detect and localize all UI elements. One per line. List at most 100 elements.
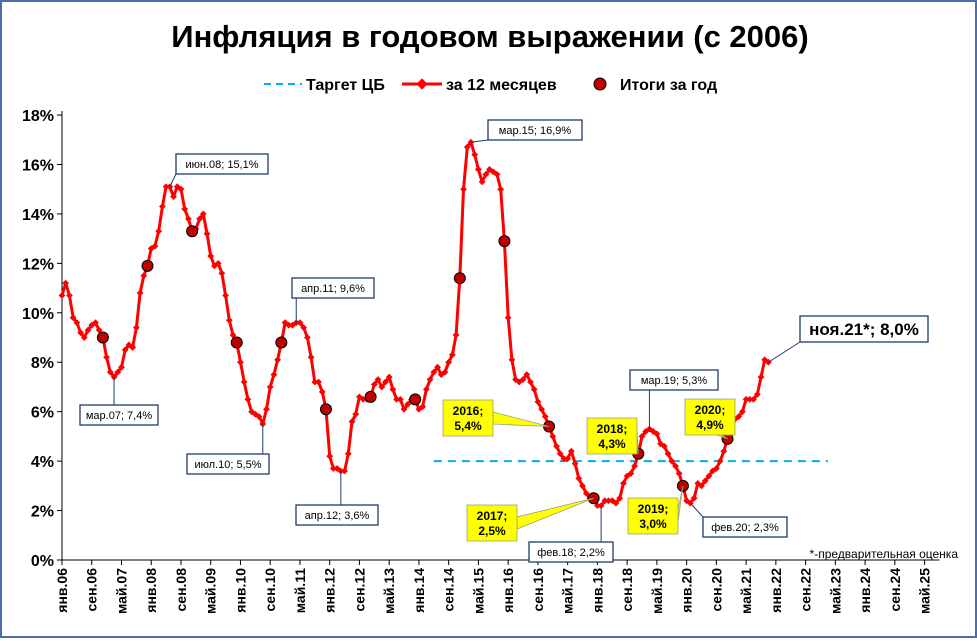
annual-point [141,259,154,272]
callout-leader [689,502,704,518]
x-tick-label: сен.06 [84,568,100,612]
series-point [274,356,282,364]
series-point [166,183,174,191]
x-tick-label: май.17 [560,568,576,614]
legend-target-label: Таргет ЦБ [306,77,385,94]
series-point [567,447,575,455]
callout-box [702,516,788,538]
year-label-value: 4,9% [696,418,724,432]
series-point [668,457,676,465]
x-tick-label: май.19 [649,568,665,614]
year-label-year: 2017; [477,509,508,523]
series-point [638,433,646,440]
series-point [222,292,229,299]
x-tick-label: янв.14 [411,568,427,613]
year-label-value: 4,3% [598,437,626,451]
series-point [612,499,620,507]
callout-label: июл.10; 5,5% [194,459,261,471]
y-tick-label: 2% [31,504,54,521]
series-point [337,467,345,475]
series-point [344,450,352,458]
callout-box [175,153,269,175]
series-point [255,413,263,420]
series-point [229,331,237,339]
series-point [225,316,233,324]
annual-point [230,336,243,349]
x-tick-label: сен.08 [173,568,189,612]
x-tick-label: сен.10 [262,568,278,612]
y-tick-label: 4% [31,454,54,471]
series-point [170,193,177,201]
series-point [753,390,761,398]
x-tick-label: янв.08 [143,568,159,613]
legend-series-swatch-marker [416,78,428,90]
x-tick-label: янв.16 [500,568,516,613]
plot-area: 0% 2% 4% 6% 8% 10% 12% 14% 16% 18% янв.06 сен.06 май… [22,108,940,614]
callout-leader [169,173,177,187]
x-tick-label: май.09 [203,568,219,614]
series-point [266,383,274,391]
callout-label: мар.15; 16,9% [499,125,572,137]
series-point [400,405,408,413]
y-tick-label: 10% [22,306,54,323]
year-label-value: 5,4% [454,419,482,433]
series-point [553,442,560,450]
series-point [263,405,270,413]
x-tick-label: сен.24 [887,568,903,612]
annual-point [364,390,377,403]
legend-series-label: за 12 месяцев [446,77,557,94]
year-label-box [627,497,679,535]
callout-label: фев.20; 2,3% [711,522,779,534]
series-point [471,151,479,158]
y-tick-label: 14% [22,207,54,224]
series-point [541,413,549,421]
series-point [698,482,705,490]
x-tick-label: май.21 [738,568,754,614]
series-point [270,371,278,379]
x-tick-label: янв.24 [857,568,873,613]
legend-annual-label: Итоги за год [620,77,717,94]
series-point [504,314,512,322]
series-point [701,477,709,485]
series-point [73,319,81,327]
y-tick-label: 8% [31,355,54,372]
callout-box [295,504,379,526]
callout-label: апр.11; 9,6% [301,283,365,295]
x-tick-label: сен.22 [798,568,814,612]
series-point [463,143,471,151]
x-tick-label: май.07 [113,568,129,614]
callout-box [186,453,270,475]
series-point [664,450,672,458]
series-point [237,358,244,366]
x-tick-label: янв.12 [322,568,338,613]
year-label-year: 2018; [597,422,628,436]
series-point [181,205,189,213]
series-point [240,378,248,386]
y-tick-label: 18% [22,108,54,125]
x-tick-label: май.25 [917,568,933,614]
series-point [460,185,467,193]
x-tick-label: янв.18 [589,568,605,613]
series-point [575,475,583,482]
x-tick-label: сен.16 [530,568,546,612]
year-label-year: 2019; [638,502,669,516]
callout-box [79,404,159,426]
series-point [739,408,746,416]
year-label-box [586,417,638,455]
series-point [307,353,315,361]
series-point [92,319,99,327]
footnote: *-предварительная оценка [810,547,959,561]
year-label-box [442,399,494,437]
callout-box [528,541,614,563]
annual-point [453,272,466,285]
callout-box [291,277,375,299]
series-point [185,215,192,223]
series-point [389,386,397,393]
series-point [620,479,627,487]
series-point [475,166,482,173]
callout-label: фев.18; 2,2% [537,547,605,559]
year-label-year: 2016; [453,404,484,418]
x-tick-label: янв.22 [768,568,784,613]
year-label-pointer [492,411,550,427]
